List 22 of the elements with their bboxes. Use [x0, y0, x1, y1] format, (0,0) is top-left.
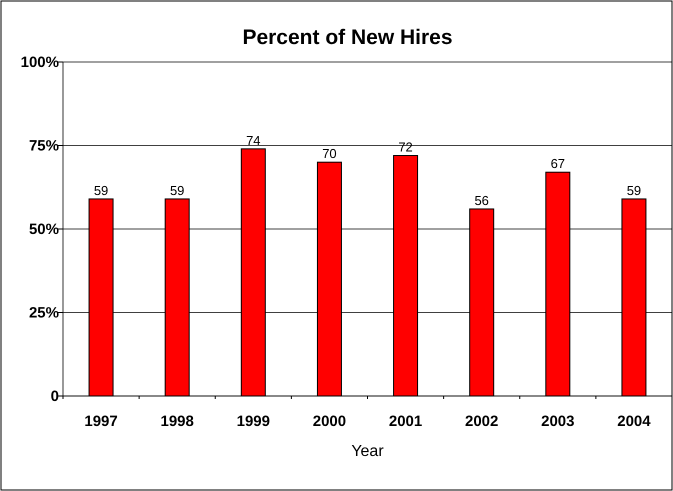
data-label: 59 [94, 182, 108, 198]
data-label: 59 [626, 182, 642, 198]
x-tick-label: 2004 [617, 413, 652, 430]
y-tick-label: 50% [28, 221, 59, 238]
y-tick-label: 25% [28, 304, 59, 322]
x-tick-label: 2003 [541, 413, 574, 430]
y-tick-label: 75% [28, 138, 59, 154]
y-tick-label: 100% [20, 54, 59, 71]
x-tick-label: 2000 [312, 413, 346, 430]
data-label: 67 [550, 156, 566, 172]
x-tick-label: 1998 [160, 413, 194, 430]
x-tick-label: 1997 [84, 413, 118, 430]
x-tick-label: 2001 [388, 413, 422, 430]
data-label: 59 [170, 182, 184, 198]
x-axis-title: Year [351, 443, 384, 460]
x-tick-label: 1999 [236, 413, 270, 430]
chart-title: Percent of New Hires [242, 26, 453, 49]
y-tick-label: 0 [50, 388, 59, 405]
data-label: 74 [246, 132, 261, 148]
data-label: 70 [322, 146, 337, 162]
x-tick-label: 2002 [465, 413, 498, 430]
data-label: 56 [474, 192, 489, 208]
